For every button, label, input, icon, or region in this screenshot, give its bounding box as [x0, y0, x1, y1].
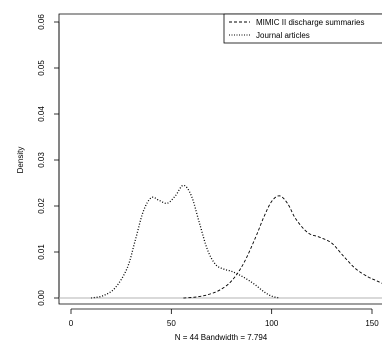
legend-box — [223, 13, 382, 44]
x-ticks: 0 50 100 150 — [69, 309, 379, 328]
plot-frame — [58, 13, 382, 305]
y-axis-title: Density — [16, 147, 25, 174]
x-axis-title: N = 44 Bandwidth = 7.794 — [175, 333, 268, 342]
y-tick-label: 0.03 — [37, 152, 46, 168]
series-line-discharge — [183, 195, 382, 299]
y-tick-label: 0.01 — [37, 244, 46, 260]
y-tick-label: 0.05 — [37, 60, 46, 76]
y-tick-label: 0.04 — [37, 106, 46, 122]
y-tick-label: 0.02 — [37, 198, 46, 214]
legend-label-journal: Journal articles — [256, 31, 310, 40]
x-tick-label: 150 — [365, 319, 379, 328]
legend: MIMIC II discharge summaries Journal art… — [223, 13, 382, 44]
y-tick-label: 0.06 — [37, 14, 46, 30]
series-line-journal — [90, 184, 280, 299]
x-tick-label: 0 — [69, 319, 74, 328]
series-layer — [90, 184, 382, 299]
x-tick-label: 50 — [167, 319, 176, 328]
y-ticks: 0.00 0.01 0.02 0.03 0.04 0.05 0.06 — [37, 14, 59, 306]
y-tick-label: 0.00 — [37, 290, 46, 306]
legend-label-discharge: MIMIC II discharge summaries — [256, 18, 364, 27]
x-tick-label: 100 — [265, 319, 279, 328]
